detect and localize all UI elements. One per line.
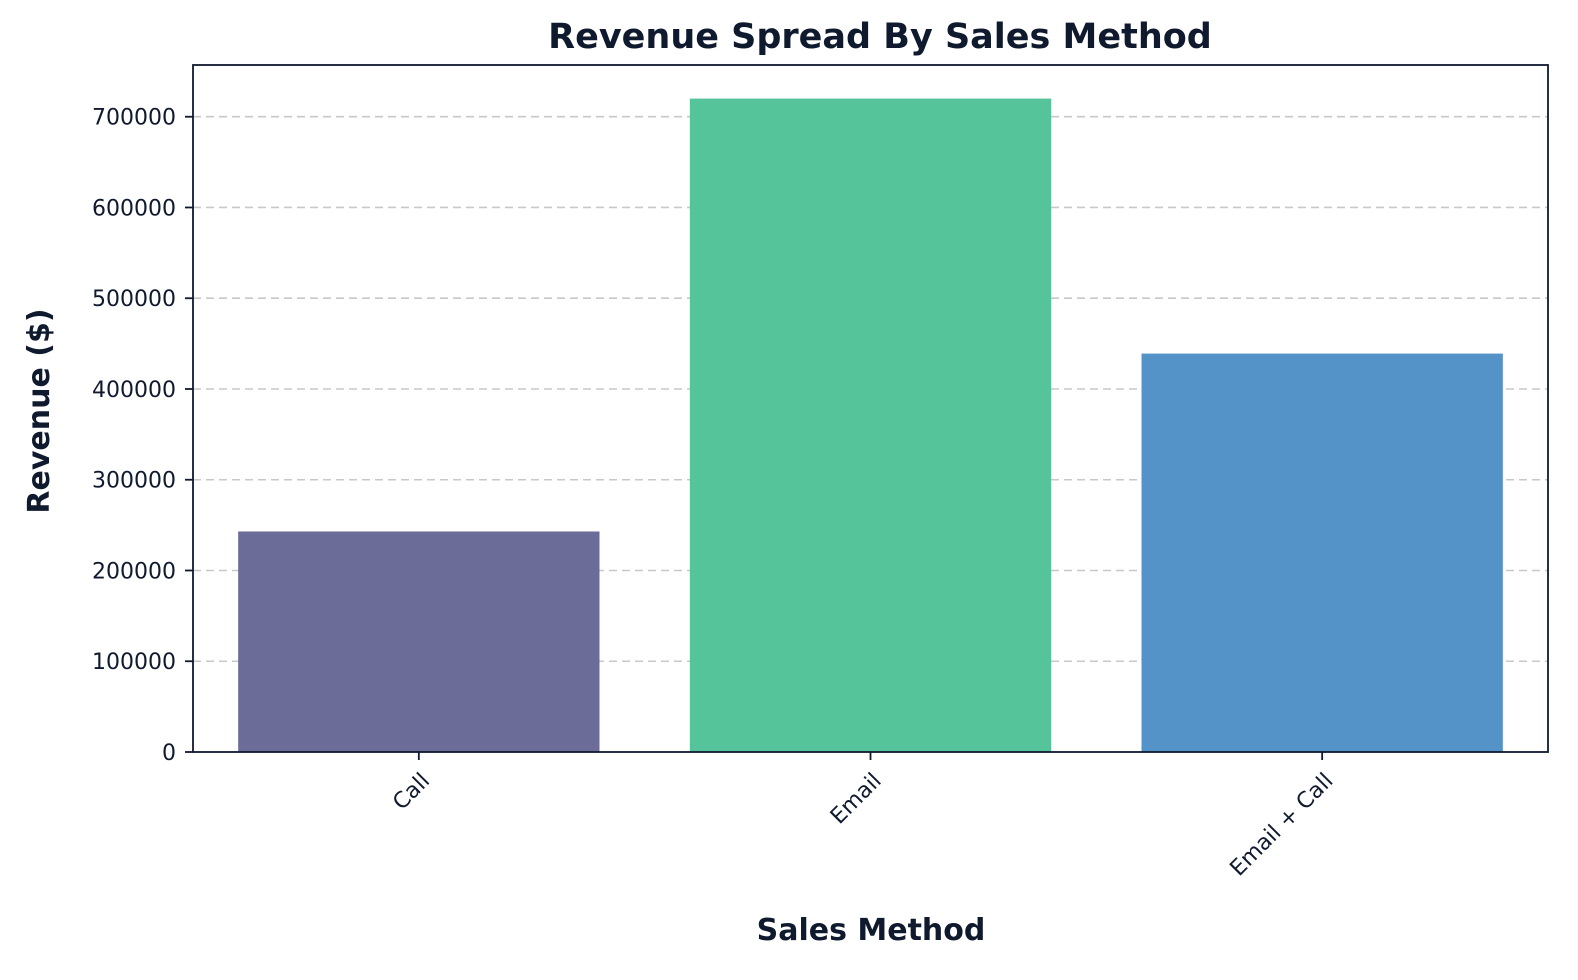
x-tick-label: Call bbox=[388, 769, 435, 816]
bars bbox=[238, 98, 1503, 752]
y-axis-label: Revenue ($) bbox=[22, 308, 57, 513]
y-tick-label: 300000 bbox=[92, 469, 176, 494]
y-tick-label: 700000 bbox=[92, 106, 176, 131]
y-tick-label: 0 bbox=[162, 741, 176, 766]
x-tick-label: Email + Call bbox=[1226, 769, 1339, 882]
y-tick-label: 200000 bbox=[92, 559, 176, 584]
x-axis-label: Sales Method bbox=[757, 913, 986, 948]
x-tick-label: Email bbox=[826, 769, 887, 830]
y-tick-label: 400000 bbox=[92, 378, 176, 403]
y-tick-label: 100000 bbox=[92, 650, 176, 675]
bar-email bbox=[689, 98, 1052, 752]
bar-email-call bbox=[1141, 353, 1503, 752]
chart-title: Revenue Spread By Sales Method bbox=[548, 17, 1212, 57]
x-axis-ticks: Call Email Email + Call bbox=[388, 752, 1338, 881]
bar-call bbox=[238, 531, 600, 752]
y-tick-label: 500000 bbox=[92, 287, 176, 312]
y-tick-label: 600000 bbox=[92, 196, 176, 221]
y-axis-ticks: 0 100000 200000 300000 400000 500000 600000 700… bbox=[92, 106, 193, 766]
